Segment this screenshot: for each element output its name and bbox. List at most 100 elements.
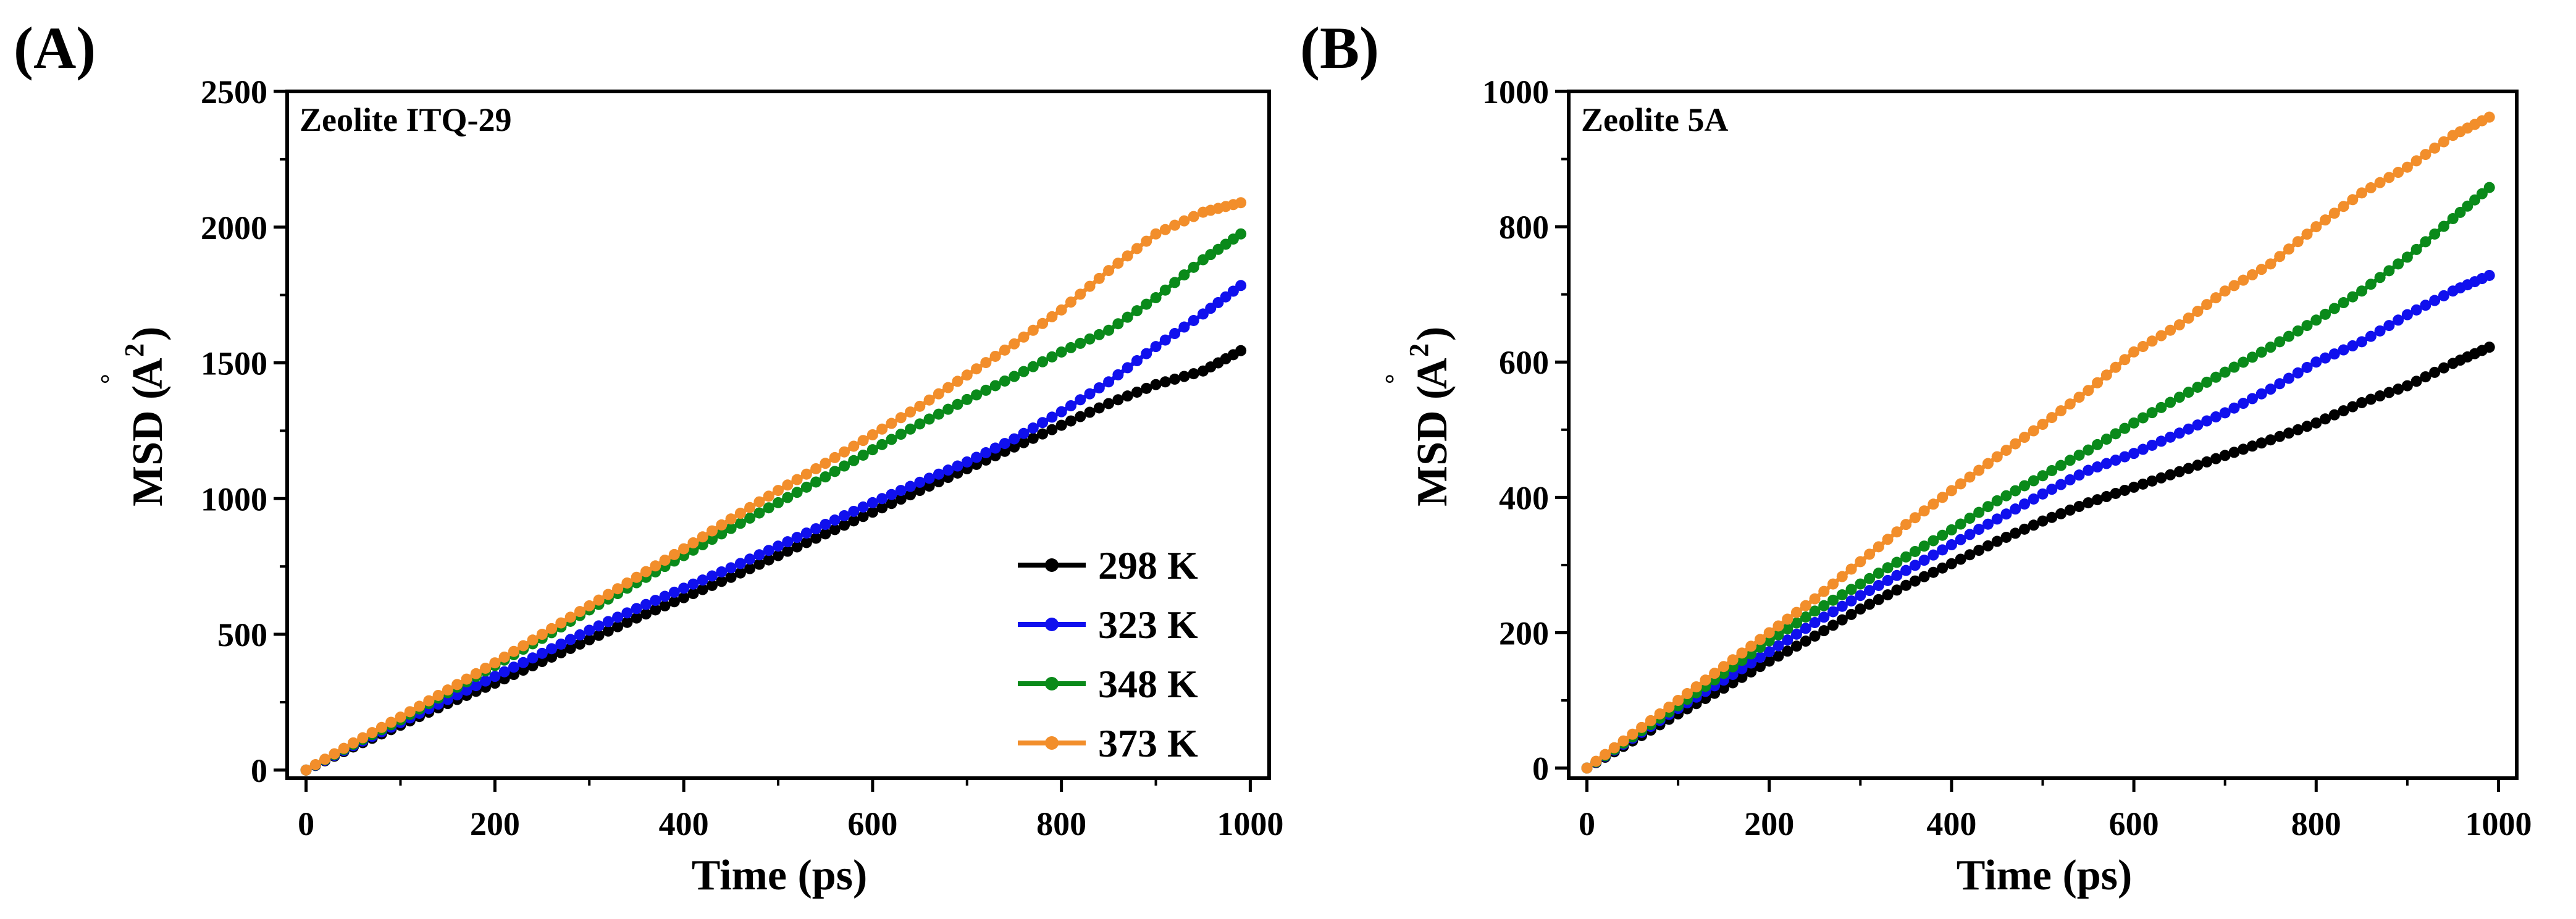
data-point-b [2401, 251, 2413, 263]
data-point-b [2128, 346, 2140, 358]
legend-swatch-marker [1045, 677, 1059, 690]
data-point-b [2210, 292, 2221, 304]
data-point-a [782, 536, 794, 548]
data-point-a [1141, 348, 1152, 359]
data-point-a [744, 501, 756, 513]
data-point-a [546, 643, 558, 655]
data-point-b [1836, 571, 1848, 582]
data-point-b [1900, 551, 1912, 563]
y-axis-label-b-main: MSD ( [1409, 385, 1456, 506]
data-point-a [385, 716, 397, 728]
data-point-b [1736, 663, 1748, 674]
data-point-a [1093, 402, 1105, 414]
data-point-b [2420, 149, 2431, 161]
data-point-a [1188, 314, 1199, 326]
data-point-b [1982, 518, 1994, 530]
data-point-b [1991, 513, 2003, 525]
data-point-b [2137, 341, 2149, 353]
data-point-a [536, 656, 548, 668]
data-point-a [905, 423, 917, 435]
data-point-b [2292, 325, 2304, 337]
data-point-b [1763, 655, 1775, 667]
data-point-b [2055, 508, 2067, 519]
data-point-b [2000, 531, 2012, 543]
data-point-b [2310, 417, 2322, 429]
data-point-b [2046, 484, 2058, 495]
data-point-a [1122, 311, 1133, 323]
data-point-b [2238, 274, 2249, 286]
data-point-a [1065, 400, 1076, 411]
data-point-b [1718, 682, 1729, 694]
data-point-b [2238, 356, 2249, 368]
data-point-b [2356, 187, 2368, 199]
data-point-b [2201, 415, 2213, 427]
data-point-a [820, 471, 831, 483]
data-point-b [1790, 617, 1802, 629]
data-point-b [2064, 474, 2076, 485]
data-point-b [1973, 545, 1985, 556]
data-point-b [1864, 585, 1876, 597]
data-point-b [1845, 608, 1857, 620]
y-axis-label-a: MSD ( ° A 2 ) [96, 327, 172, 506]
data-point-b [2146, 407, 2158, 419]
data-point-b [1864, 598, 1876, 610]
data-point-b [1790, 640, 1802, 652]
data-point-a [848, 505, 860, 517]
data-point-a [1084, 333, 1096, 345]
data-point-b [2283, 427, 2295, 439]
data-point-a [470, 680, 482, 692]
data-point-a [1103, 324, 1115, 336]
data-point-a [952, 398, 963, 410]
data-point-a [744, 512, 756, 524]
data-point-a [923, 413, 935, 425]
data-point-b [2347, 194, 2359, 206]
data-point-a [612, 583, 624, 595]
data-point-b [1873, 541, 1884, 553]
data-point-b [1918, 555, 1930, 566]
data-point-b [2374, 177, 2386, 188]
x-tick-label-a: 0 [298, 805, 314, 842]
data-point-b [2476, 188, 2488, 199]
data-point-b [2083, 497, 2094, 509]
data-point-a [375, 721, 387, 733]
data-point-b [2420, 236, 2431, 248]
data-point-b [2347, 291, 2359, 303]
data-point-a [621, 616, 633, 628]
data-point-a [829, 466, 841, 477]
data-point-b [2238, 398, 2249, 409]
data-point-b [2301, 320, 2313, 332]
data-point-b [2119, 422, 2131, 434]
y-tick-label-b: 400 [1499, 479, 1549, 516]
data-point-a [659, 590, 671, 602]
data-point-b [2173, 427, 2185, 439]
data-point-a [1009, 338, 1020, 350]
data-point-b [1600, 749, 1611, 760]
data-point-a [1046, 311, 1058, 322]
data-point-b [2356, 285, 2368, 297]
data-point-a [753, 496, 765, 508]
data-point-b [2365, 330, 2377, 342]
data-point-b [2429, 228, 2441, 240]
data-point-b [2420, 371, 2431, 383]
data-point-b [1845, 584, 1857, 595]
data-point-b [2137, 478, 2149, 490]
data-point-b [2365, 182, 2377, 194]
data-point-a [1046, 411, 1058, 423]
data-point-a [820, 519, 831, 531]
data-point-b [1882, 562, 1894, 574]
data-point-a [555, 647, 567, 658]
data-point-b [2410, 155, 2422, 167]
data-point-a [687, 578, 699, 590]
data-point-b [2347, 340, 2359, 351]
data-point-b [2119, 451, 2131, 463]
data-point-a [404, 706, 416, 718]
data-point-a [574, 638, 585, 650]
data-point-b [2328, 348, 2340, 360]
data-point-b [2219, 366, 2231, 378]
data-point-b [2328, 303, 2340, 314]
data-point-a [612, 611, 624, 623]
data-point-b [1773, 640, 1784, 652]
data-point-b [2000, 508, 2012, 520]
data-point-a [518, 640, 529, 652]
data-point-a [952, 376, 963, 387]
